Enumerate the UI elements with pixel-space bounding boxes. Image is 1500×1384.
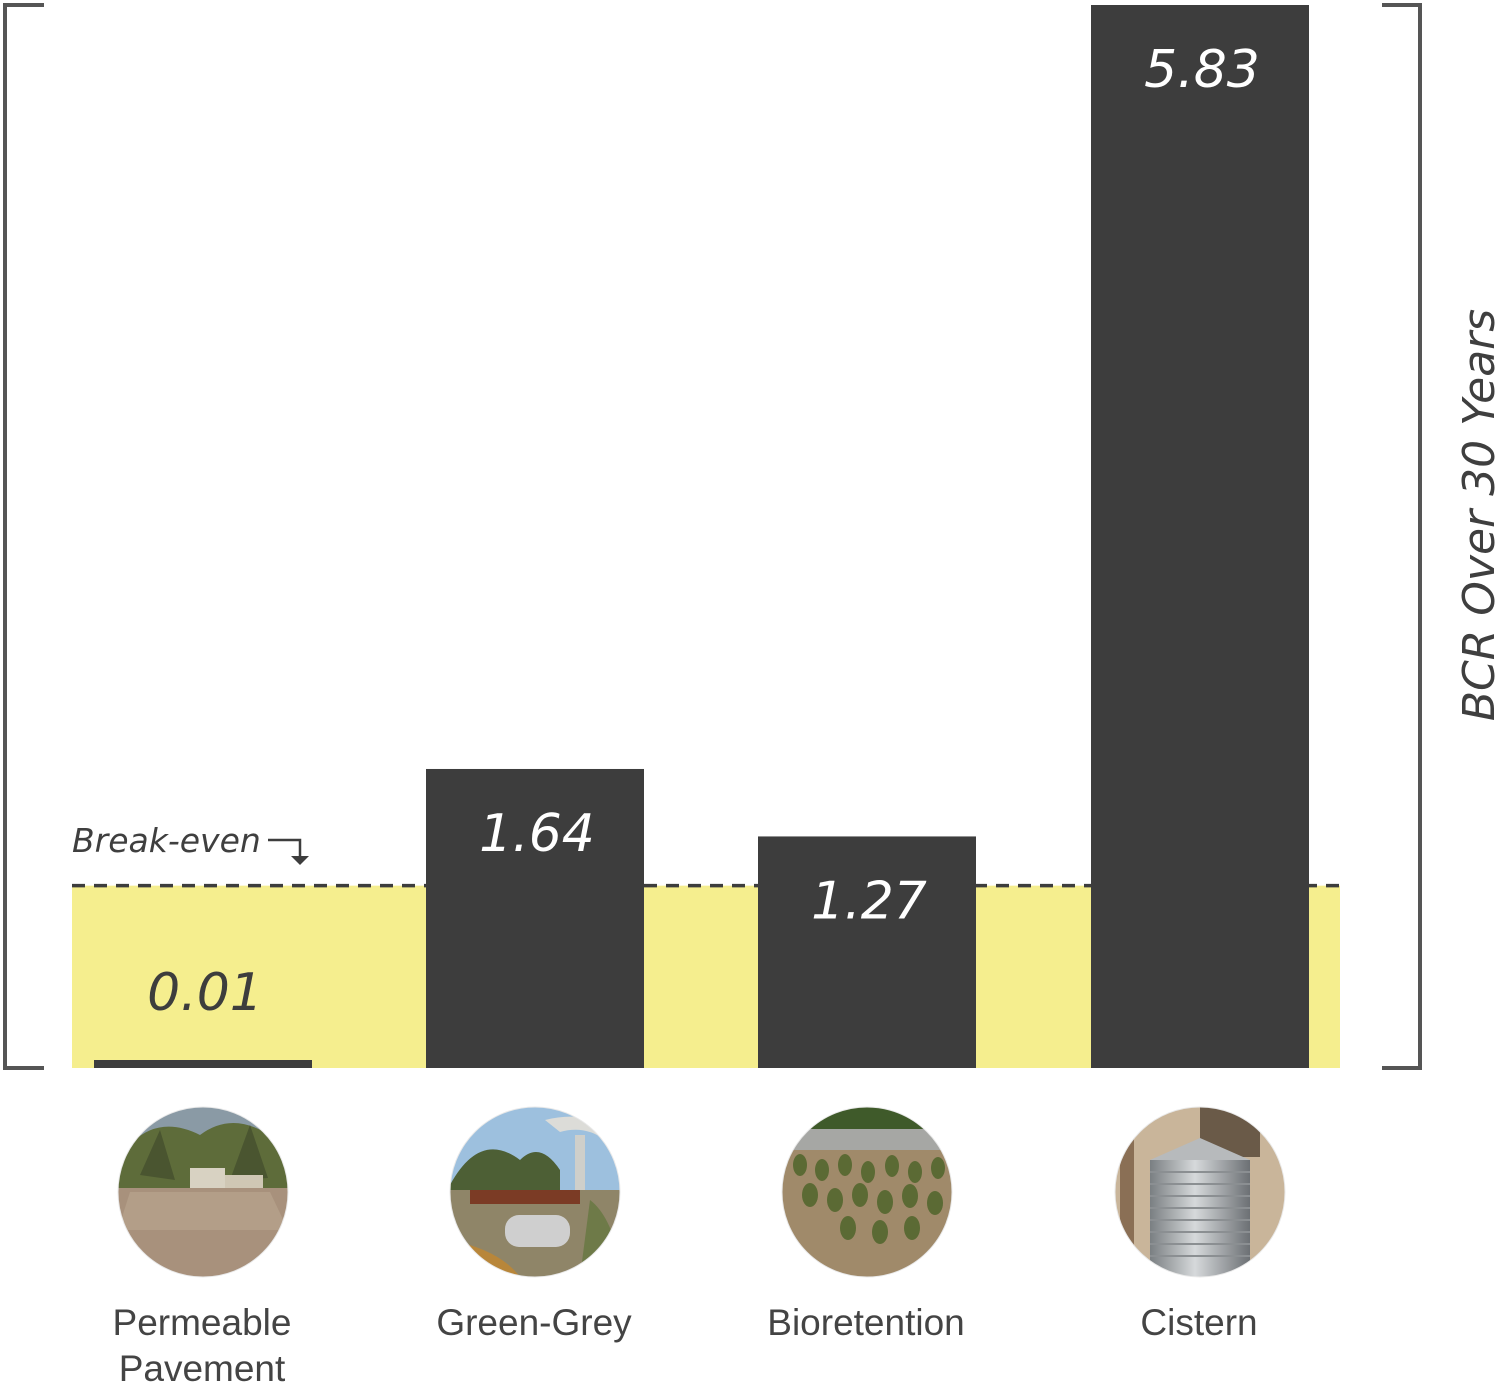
green-grey-photo-frame bbox=[449, 1106, 621, 1278]
category-label-bioretention: Bioretention bbox=[767, 1302, 964, 1343]
bar-permeable-pavement bbox=[94, 1060, 312, 1068]
cistern-photo-icon bbox=[1115, 1107, 1285, 1277]
break-even-arrow-head-icon bbox=[291, 856, 309, 865]
category-labels-group: Permeable Pavement Green-Grey Bioretention C… bbox=[113, 1302, 1258, 1384]
value-labels-group: 0.01 1.64 1.27 5.83 bbox=[147, 40, 1260, 1023]
category-label-green-grey: Green-Grey bbox=[436, 1302, 632, 1343]
value-label-cistern: 5.83 bbox=[1144, 40, 1260, 100]
y-axis-bracket-left bbox=[3, 3, 44, 1070]
bar-bioretention bbox=[758, 836, 976, 1068]
category-label-permeable-pavement: Permeable Pavement bbox=[113, 1302, 292, 1384]
category-label-cistern: Cistern bbox=[1140, 1302, 1257, 1343]
cistern-photo-frame bbox=[1114, 1106, 1286, 1278]
y-axis-bracket-right bbox=[1382, 3, 1422, 1070]
bioretention-photo-frame bbox=[781, 1106, 953, 1278]
break-even-label: Break-even bbox=[72, 821, 261, 860]
bioretention-photo-icon bbox=[782, 1107, 952, 1277]
bar-cistern bbox=[1091, 5, 1309, 1068]
break-even-arrow-icon bbox=[268, 838, 302, 856]
value-label-permeable-pavement: 0.01 bbox=[147, 963, 263, 1023]
value-label-bioretention: 1.27 bbox=[811, 871, 927, 931]
green-grey-photo-icon bbox=[450, 1107, 620, 1277]
value-label-green-grey: 1.64 bbox=[479, 804, 595, 864]
bar-green-grey bbox=[426, 768, 644, 1068]
bars-group bbox=[94, 5, 1309, 1068]
y-axis-title: BCR Over 30 Years bbox=[1454, 309, 1500, 721]
permeable-pavement-photo-frame bbox=[117, 1106, 289, 1278]
permeable-pavement-photo-icon bbox=[118, 1107, 288, 1277]
